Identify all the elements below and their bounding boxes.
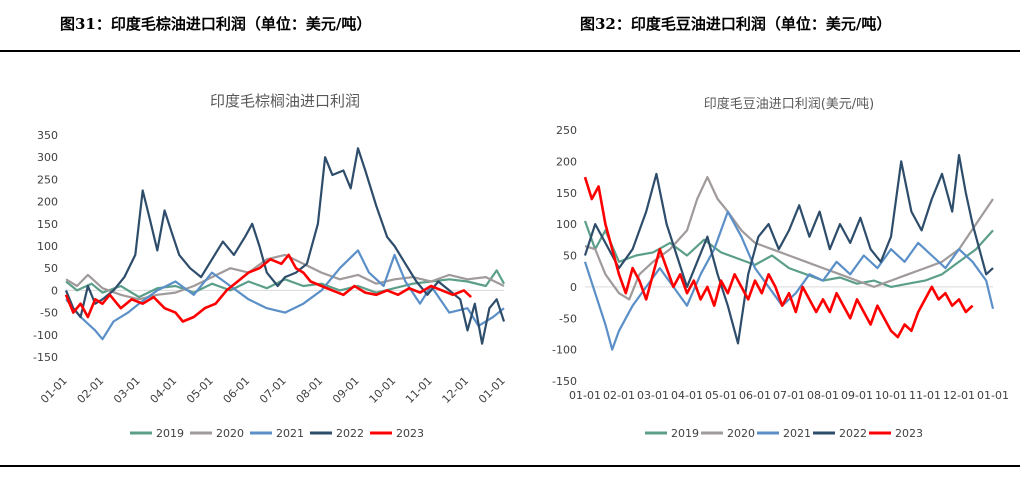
y-tick-label: 200 — [556, 155, 577, 168]
legend-label: 2022 — [839, 427, 867, 440]
legend-item-2022: 2022 — [310, 427, 364, 440]
x-tick-label: 03-01 — [111, 374, 143, 406]
figure-32-caption: 图32：印度毛豆油进口利润（单位：美元/吨） — [580, 15, 892, 33]
palm-oil-profit-chart: 印度毛棕榈油进口利润 350 300 250 200 150 100 50 0 -50 -100 -1… — [33, 92, 508, 440]
legend-item-2020: 2020 — [190, 427, 244, 440]
y-tick-label: 100 — [556, 218, 577, 231]
y-tick-label: -50 — [559, 312, 577, 325]
x-tick-label: 01-01 — [476, 374, 508, 406]
bottom-rule — [0, 465, 1020, 467]
legend-label: 2020 — [216, 427, 244, 440]
legend-item-2021: 2021 — [250, 427, 304, 440]
x-tick-label: 12-01 — [440, 374, 472, 406]
y-tick-label: 200 — [37, 196, 58, 209]
x-tick-label: 04-01 — [148, 374, 180, 406]
x-tick-label: 04-01 — [671, 389, 703, 402]
legend-item-2021: 2021 — [757, 427, 811, 440]
x-tick-label: 06-01 — [739, 389, 771, 402]
x-tick-label: 08-01 — [294, 374, 326, 406]
chart-title: 印度毛棕榈油进口利润 — [210, 92, 360, 110]
series-line-2020 — [584, 176, 994, 301]
x-tick-label: 09-01 — [841, 389, 873, 402]
y-tick-label: 250 — [556, 124, 577, 137]
legend-label: 2021 — [783, 427, 811, 440]
y-tick-label: 250 — [37, 173, 58, 186]
y-tick-label: -150 — [552, 375, 577, 388]
x-tick-label: 10-01 — [367, 374, 399, 406]
legend-item-2019: 2019 — [645, 427, 699, 440]
top-rule — [0, 50, 1020, 52]
y-tick-label: 300 — [37, 151, 58, 164]
series-line-2023 — [64, 253, 472, 323]
y-tick-label: 0 — [51, 284, 58, 297]
y-tick-label: 100 — [37, 240, 58, 253]
x-tick-label: 05-01 — [705, 389, 737, 402]
legend-item-2022: 2022 — [813, 427, 867, 440]
series-line-2020 — [65, 253, 505, 301]
y-tick-label: -150 — [33, 351, 58, 364]
legend-item-2023: 2023 — [869, 427, 923, 440]
y-tick-label: 150 — [37, 218, 58, 231]
y-tick-label: 150 — [556, 187, 577, 200]
y-tick-label: -50 — [40, 307, 58, 320]
legend-label: 2022 — [336, 427, 364, 440]
legend-item-2023: 2023 — [370, 427, 424, 440]
y-tick-label: 50 — [44, 262, 58, 275]
series-line-2023 — [583, 176, 974, 339]
y-tick-label: -100 — [33, 329, 58, 342]
series-line-2021 — [65, 249, 505, 341]
x-tick-label: 11-01 — [909, 389, 941, 402]
legend-label: 2023 — [396, 427, 424, 440]
legend-label: 2023 — [895, 427, 923, 440]
x-tick-label: 10-01 — [875, 389, 907, 402]
x-tick-label: 05-01 — [184, 374, 216, 406]
y-tick-label: 350 — [37, 129, 58, 142]
y-tick-label: 50 — [563, 250, 577, 263]
x-tick-label: 12-01 — [943, 389, 975, 402]
y-tick-label: -100 — [552, 344, 577, 357]
x-tick-label: 07-01 — [773, 389, 805, 402]
series-line-2022 — [583, 154, 994, 345]
x-tick-label: 09-01 — [330, 374, 362, 406]
x-tick-label: 02-01 — [75, 374, 107, 406]
figure-31-caption: 图31：印度毛棕油进口利润（单位：美元/吨） — [60, 15, 372, 33]
x-tick-label: 11-01 — [403, 374, 435, 406]
soybean-oil-profit-chart: 印度毛豆油进口利润(美元/吨) 250 200 150 100 50 0 -50 -100 -15… — [552, 96, 1009, 440]
legend-label: 2021 — [276, 427, 304, 440]
y-tick-label: 0 — [570, 281, 577, 294]
chart-title: 印度毛豆油进口利润(美元/吨) — [704, 96, 875, 112]
legend-item-2020: 2020 — [701, 427, 755, 440]
legend-label: 2020 — [727, 427, 755, 440]
x-tick-label: 07-01 — [257, 374, 289, 406]
x-tick-label: 01-01 — [977, 389, 1009, 402]
series-line-2019 — [65, 269, 505, 299]
x-tick-label: 06-01 — [221, 374, 253, 406]
series-line-2022 — [64, 147, 506, 345]
series-line-2019 — [583, 220, 994, 288]
x-tick-label: 03-01 — [637, 389, 669, 402]
x-tick-label: 08-01 — [807, 389, 839, 402]
x-tick-label: 01-01 — [569, 389, 601, 402]
legend-label: 2019 — [156, 427, 184, 440]
x-tick-label: 01-01 — [38, 374, 70, 406]
legend-item-2019: 2019 — [130, 427, 184, 440]
legend-label: 2019 — [671, 427, 699, 440]
x-tick-label: 02-01 — [603, 389, 635, 402]
